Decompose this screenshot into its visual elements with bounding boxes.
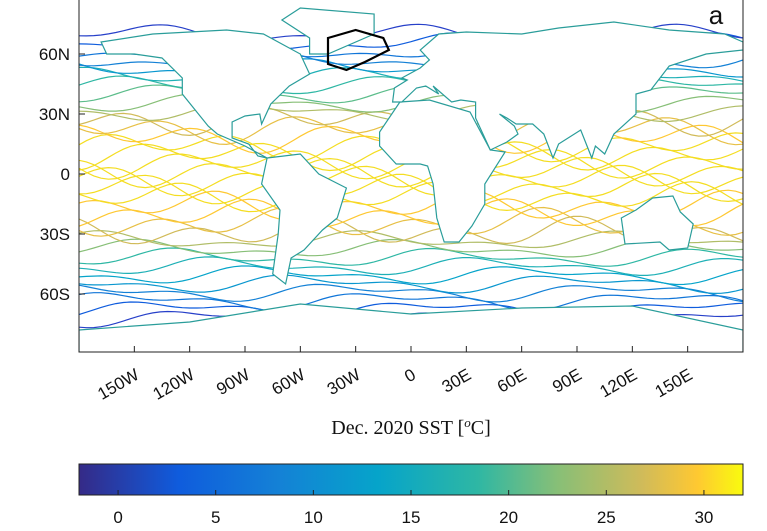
panel-label: a bbox=[709, 0, 724, 30]
region-outline bbox=[326, 28, 391, 72]
landmass bbox=[620, 195, 694, 251]
x-tick-label: 60E bbox=[494, 365, 530, 397]
x-tick-label: 120E bbox=[596, 365, 640, 401]
x-tick-label: 0 bbox=[401, 365, 419, 386]
colorbar-tick-label: 10 bbox=[304, 508, 323, 527]
contour-line bbox=[79, 156, 743, 189]
y-tick-label: 30S bbox=[40, 225, 70, 244]
x-tick-label: 30E bbox=[439, 365, 475, 397]
landmass bbox=[79, 303, 743, 352]
colorbar-tick-label: 25 bbox=[597, 508, 616, 527]
landmass bbox=[280, 7, 375, 55]
contour-line bbox=[79, 256, 743, 276]
colorbar-tick-label: 5 bbox=[211, 508, 220, 527]
x-tick-label: 90W bbox=[213, 365, 253, 399]
colorbar-tick-label: 15 bbox=[402, 508, 421, 527]
contour-line bbox=[79, 274, 743, 295]
y-tick-label: 30N bbox=[39, 105, 70, 124]
x-tick-label: 120W bbox=[150, 365, 198, 404]
x-tick-label: 150E bbox=[652, 365, 696, 401]
colorbar bbox=[78, 463, 744, 496]
contour-line bbox=[79, 283, 743, 303]
y-tick-label: 60N bbox=[39, 45, 70, 64]
x-tick-label: 60W bbox=[269, 365, 309, 399]
x-tick-label: 90E bbox=[549, 365, 585, 397]
contour-line bbox=[79, 247, 743, 267]
landmass bbox=[260, 153, 348, 286]
label-sup: o bbox=[464, 415, 471, 430]
contour-line bbox=[79, 198, 743, 228]
landmass bbox=[100, 29, 311, 159]
y-tick-label: 0 bbox=[61, 165, 70, 184]
contour-line bbox=[79, 265, 743, 286]
colorbar-tick-label: 0 bbox=[113, 508, 122, 527]
land bbox=[79, 7, 743, 352]
colorbar-tick-label: 30 bbox=[694, 508, 713, 527]
contour-line bbox=[79, 181, 743, 213]
label-text: Dec. 2020 SST [ bbox=[331, 417, 464, 439]
colorbar-tick-label: 20 bbox=[499, 508, 518, 527]
landmass bbox=[391, 21, 743, 160]
label-unit: C] bbox=[471, 417, 491, 439]
colorbar-label: Dec. 2020 SST [oC] bbox=[331, 415, 490, 439]
y-tick-label: 60S bbox=[40, 285, 70, 304]
x-tick-label: 30W bbox=[324, 365, 364, 399]
contour-line bbox=[79, 164, 743, 197]
contour-line bbox=[79, 292, 743, 312]
contour-line bbox=[79, 172, 743, 205]
x-tick-label: 150W bbox=[94, 365, 142, 404]
contour-line bbox=[79, 189, 743, 221]
